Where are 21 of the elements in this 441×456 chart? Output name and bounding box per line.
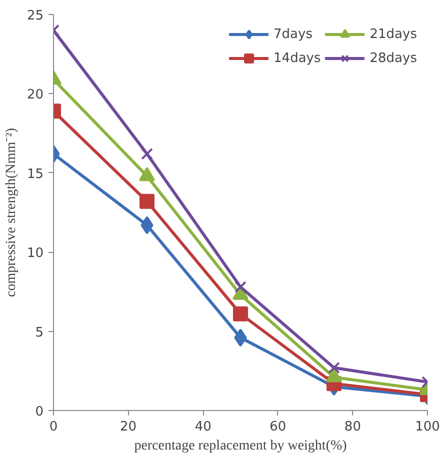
point	[234, 281, 246, 293]
point	[233, 306, 248, 322]
legend-label: 28days	[370, 50, 417, 66]
legend-label: 14days	[274, 50, 321, 66]
x-tick-label: 80	[344, 420, 361, 434]
x-tick-label: 100	[415, 420, 440, 434]
x-axis-title: percentage replacement by weight(%)	[134, 438, 348, 454]
y-tick-label: 0	[35, 404, 44, 420]
y-tick-label: 10	[26, 246, 44, 262]
x-tick-label: 0	[49, 420, 58, 434]
y-tick-label: 25	[26, 8, 44, 24]
y-axis-title: compressive strength(Nmm⁻²)	[4, 128, 19, 297]
x-tick-label: 40	[194, 420, 212, 434]
x-tick-label: 20	[120, 420, 137, 434]
x-tick-label: 60	[270, 420, 286, 434]
y-tick-label: 20	[26, 88, 44, 103]
legend-label: 7days	[274, 26, 312, 42]
point	[234, 328, 247, 347]
y-tick-label: 15	[26, 166, 44, 182]
legend-label: 21days	[370, 26, 417, 42]
y-tick-label: 5	[35, 325, 44, 340]
